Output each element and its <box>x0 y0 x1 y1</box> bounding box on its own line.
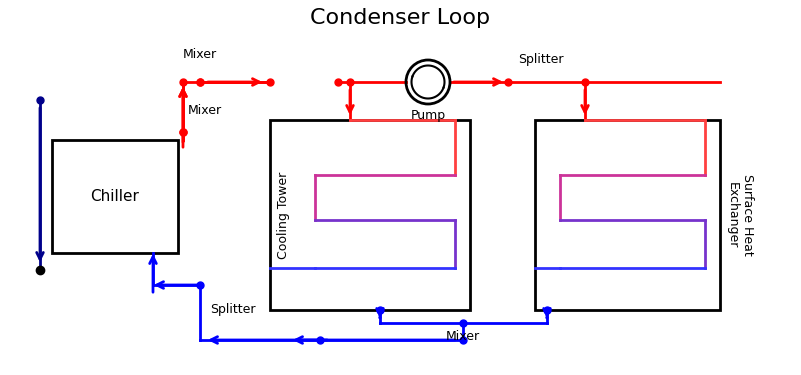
Bar <box>535 120 720 310</box>
Text: Splitter: Splitter <box>518 54 563 66</box>
Text: Mixer: Mixer <box>446 330 480 344</box>
Text: Mixer: Mixer <box>188 104 222 117</box>
Text: Mixer: Mixer <box>183 48 217 60</box>
Text: Surface Heat
Exchanger: Surface Heat Exchanger <box>726 174 754 256</box>
Text: Cooling Tower: Cooling Tower <box>277 171 291 259</box>
Text: Pump: Pump <box>410 110 445 123</box>
Bar <box>270 120 470 310</box>
Text: Splitter: Splitter <box>210 303 256 316</box>
Text: Condenser Loop: Condenser Loop <box>310 8 490 28</box>
Text: Chiller: Chiller <box>91 189 139 204</box>
Bar <box>52 140 178 253</box>
